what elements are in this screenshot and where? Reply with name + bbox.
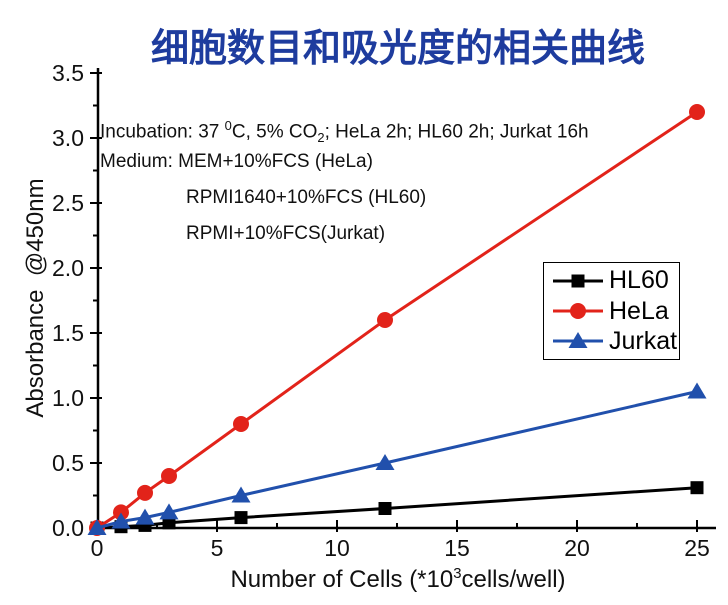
axes [96, 68, 716, 530]
data-point-hl60 [234, 511, 248, 525]
x-tick-label: 0 [91, 535, 104, 561]
medium-note-hl60: RPMI1640+10%FCS (HL60) [186, 187, 427, 208]
legend-item-jurkat: Jurkat [552, 326, 679, 355]
data-point-hela [161, 468, 177, 484]
legend: HL60 HeLa Jurkat [543, 262, 680, 360]
y-tick-label: 2.0 [52, 255, 84, 281]
data-point-hl60 [378, 502, 392, 515]
data-point-jurkat [159, 503, 179, 520]
data-point-jurkat [111, 512, 131, 529]
degree-superscript: 0 [224, 118, 232, 133]
hl60-square-marker-icon [553, 274, 603, 288]
chart-title: 细胞数目和吸光度的相关曲线 [150, 28, 645, 70]
y-tick-label: 0.5 [52, 450, 84, 476]
x-axis-label-post: cells/well) [461, 566, 566, 593]
data-point-hela [137, 484, 153, 501]
x-axis-label-text: Number of Cells (*10 [230, 566, 454, 593]
incubation-note-post: ; HeLa 2h; HL60 2h; Jurkat 16h [324, 121, 589, 143]
y-tick-label: 3.0 [52, 125, 84, 151]
data-point-jurkat [375, 454, 395, 470]
medium-note-hela: Medium: MEM+10%FCS (HeLa) [100, 151, 373, 172]
data-point-hela [689, 104, 705, 120]
y-tick-label: 2.5 [52, 190, 84, 216]
legend-sample-marker [571, 274, 585, 288]
x-tick-label: 20 [564, 535, 590, 561]
legend-sample-marker [570, 303, 586, 319]
exponent-superscript: 3 [453, 566, 462, 582]
legend-item-hela: HeLa [552, 296, 679, 325]
hela-circle-marker-icon [553, 303, 603, 319]
y-tick-label: 1.0 [52, 385, 84, 411]
medium-note-jurkat: RPMI+10%FCS(Jurkat) [186, 223, 386, 244]
data-point-hela [113, 504, 129, 521]
x-tick-label: 10 [324, 535, 350, 561]
co2-subscript: 2 [317, 130, 325, 146]
y-tick-label: 3.5 [52, 60, 84, 86]
data-point-hl60 [690, 481, 704, 495]
data-point-jurkat [87, 519, 107, 535]
legend-label-hl60: HL60 [609, 266, 669, 295]
y-tick-label: 1.5 [52, 320, 84, 346]
ticks [90, 72, 698, 532]
legend-item-hl60: HL60 [552, 268, 679, 293]
x-tick-label: 5 [211, 535, 224, 561]
data-point-jurkat [135, 508, 155, 525]
data-point-hela [377, 312, 393, 328]
incubation-note-mid: C, 5% CO [231, 121, 318, 143]
tick-labels: 0 5 10 15 20 250.00.51.01.52.02.53.03.5 [52, 60, 710, 561]
x-tick-label: 25 [684, 535, 710, 561]
data-point-hl60 [162, 516, 176, 530]
jurkat-triangle-marker-icon [553, 332, 603, 349]
y-tick-label: 0.0 [52, 515, 84, 541]
incubation-note-text: Incubation: 37 [100, 121, 225, 143]
incubation-note: Incubation: 37 0C, 5% CO2; HeLa 2h; HL60… [100, 114, 589, 150]
legend-sample-marker [568, 332, 588, 349]
legend-label-jurkat: Jurkat [609, 326, 678, 355]
y-axis-label: Absorbance @450nm [22, 178, 49, 418]
data-point-jurkat [687, 382, 707, 399]
data-point-hela [233, 416, 249, 432]
legend-label-hela: HeLa [609, 296, 669, 325]
data-point-jurkat [231, 486, 251, 503]
x-tick-label: 15 [444, 535, 470, 561]
series-jurkat [87, 382, 707, 535]
x-axis-label: Number of Cells (*103cells/well) [98, 566, 698, 594]
